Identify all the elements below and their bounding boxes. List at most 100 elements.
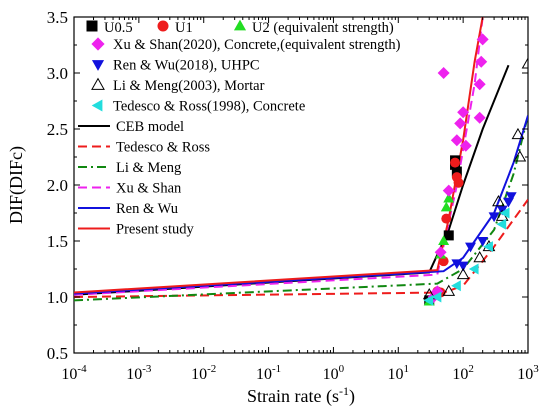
y-tick-label-2: 1.5 [47,232,68,251]
point-diamond-3-4 [442,184,455,197]
x-tick-label-base: 10 [126,366,142,383]
point-triangle-left-6-2 [451,280,461,292]
point-triangle-down-4-4 [488,212,500,223]
legend-line-label-3: Xu & Shan [116,181,182,197]
x-tick-label-1: 10-3 [126,363,152,383]
point-diamond-3-6 [454,117,467,130]
legend-line-label-4: Ren & Wu [116,201,178,217]
y-tick-label-4: 2.5 [47,120,68,139]
y-axis-label: DIF(DIFc) [6,146,27,224]
legend-label-1: U1 [175,20,193,36]
point-triangle-up-2-3 [440,201,452,212]
legend-marker-3 [91,37,105,51]
point-triangle-open-5-7 [511,127,525,140]
y-tick-label-1: 1.0 [47,288,68,307]
line-series-ren-wu [74,115,528,295]
point-diamond-3-8 [459,139,472,152]
x-tick-label-0: 10-4 [61,363,87,383]
legend-marker-2 [233,19,247,31]
x-tick-label-base: 10 [256,366,272,383]
x-tick-label-exp: -4 [77,363,87,375]
legend-marker-1 [157,20,169,32]
legend-line-label-2: Li & Meng [116,160,181,176]
point-triangle-open-5-8 [513,150,527,162]
x-tick-label-exp: 3 [533,363,539,375]
legend-label-2: U2 (equivalent strength) [252,20,394,36]
x-tick-label-exp: 2 [468,363,474,375]
legend-line-label-1: Tedesco & Ross [116,140,210,156]
x-tick-label-base: 10 [452,366,468,383]
point-triangle-down-4-1 [457,261,469,272]
x-axis-label-unit-open: (s [326,386,339,407]
x-axis-label: Strain rate (s-1) [247,384,355,407]
legend-marker-0 [86,20,98,32]
point-square-0-3 [451,166,462,177]
point-triangle-open-5-9 [521,57,528,69]
x-tick-label-base: 10 [323,366,339,383]
point-diamond-3-3 [437,67,450,79]
series-layer [74,17,528,306]
point-triangle-open-5-3 [473,251,487,263]
line-series-li-meng [74,115,528,302]
legend-marker-5 [91,77,105,90]
x-tick-label-exp: -1 [272,363,281,375]
x-tick-label-4: 100 [323,363,345,383]
point-triangle-left-6-5 [496,218,507,230]
legend-line-label-5: Present study [116,222,194,238]
x-axis-label-unit-close: ) [349,386,355,407]
x-tick-label-base: 10 [191,366,207,383]
x-axis-label-unit-exp: -1 [339,384,349,398]
x-tick-label-3: 10-1 [256,363,281,383]
legend-marker-4 [91,60,105,71]
point-circle-1-2 [438,256,449,267]
point-circle-1-3 [441,213,452,224]
point-triangle-left-6-6 [499,207,510,219]
x-tick-label-exp: 0 [339,363,345,375]
point-triangle-down-4-2 [465,242,477,253]
y-tick-label-6: 3.5 [47,8,68,27]
x-tick-label-2: 10-2 [191,363,216,383]
x-tick-label-exp: 1 [404,363,410,375]
point-triangle-up-2-2 [438,235,450,245]
x-tick-label-5: 101 [388,363,410,383]
point-triangle-left-6-3 [468,263,479,275]
legend-label-5: Li & Meng(2003), Mortar [113,78,265,94]
series-group [74,17,528,306]
point-triangle-up-2-4 [443,192,455,203]
point-triangle-left-6-0 [423,294,434,306]
legend: U0.5 U1 U2 (equivalent strength)Xu & Shan(… [78,19,401,238]
point-triangle-left-6-4 [483,241,493,253]
point-circle-1-6 [453,177,464,188]
point-triangle-left-6-1 [431,291,442,303]
point-diamond-3-2 [434,246,447,259]
x-tick-label-exp: -2 [207,363,216,375]
point-diamond-3-7 [457,106,470,119]
point-triangle-open-5-2 [456,267,470,280]
legend-marker-6 [91,99,103,112]
x-tick-label-base: 10 [61,366,77,383]
x-tick-label-base: 10 [388,366,404,383]
point-circle-1-4 [450,157,461,168]
legend-label-0: U0.5 [104,20,133,36]
axis-layer: 10-4 10-3 10-2 10-1 100 101 102 1030.51.01.52.0… [47,8,540,383]
y-tick-label-3: 2.0 [47,176,68,195]
x-tick-label-7: 103 [517,363,539,383]
point-diamond-3-12 [473,111,486,124]
point-triangle-open-5-1 [442,284,456,296]
legend-line-label-0: CEB model [116,119,184,135]
point-square-0-1 [443,230,454,241]
point-triangle-open-5-5 [492,195,505,207]
x-tick-label-base: 10 [517,366,533,383]
point-diamond-3-11 [476,33,489,46]
legend-label-3: Xu & Shan(2020), Concrete,(equivalent st… [113,37,401,53]
x-tick-label-6: 102 [452,363,474,383]
legend-label-6: Tedesco & Ross(1998), Concrete [113,99,305,115]
point-triangle-down-4-3 [477,237,489,247]
line-series-tedesco-ross [74,199,528,298]
legend-label-4: Ren & Wu(2018), UHPC [113,58,260,74]
point-diamond-3-10 [475,55,488,68]
x-tick-label-exp: -3 [142,363,152,375]
y-tick-label-5: 3.0 [47,64,68,83]
point-diamond-3-5 [450,134,463,147]
